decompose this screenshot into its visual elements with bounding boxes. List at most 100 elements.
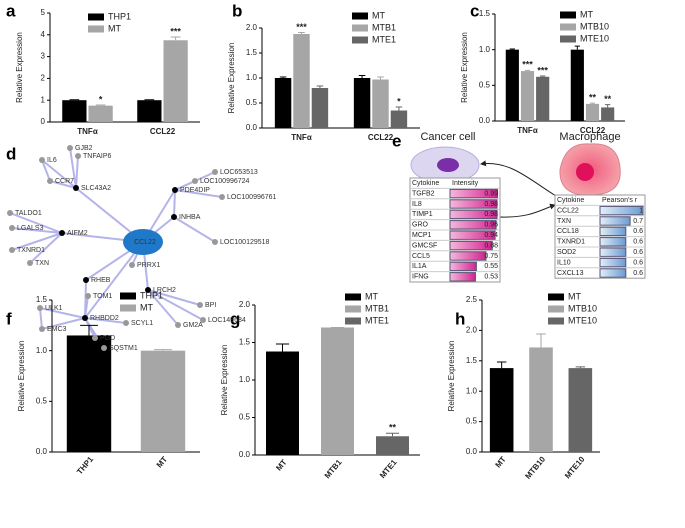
- legend-swatch: [560, 23, 576, 31]
- network-node: [200, 317, 206, 323]
- macrophage-nucleus: [576, 163, 594, 181]
- legend-label: MTE1: [365, 315, 389, 325]
- bar: [601, 107, 615, 121]
- network-node: [101, 345, 107, 351]
- intensity-bar: [449, 251, 487, 261]
- table-cell: CXCL13: [557, 270, 584, 277]
- y-tick-label: 5: [41, 8, 46, 17]
- legend-label: MT: [365, 291, 378, 301]
- arrow: [499, 203, 556, 218]
- y-tick-label: 1.5: [239, 338, 251, 347]
- legend-label: MTE10: [568, 315, 597, 325]
- legend-label: THP1: [140, 290, 163, 300]
- table-cell: TXNRD1: [557, 239, 585, 246]
- network-edge: [173, 216, 216, 243]
- x-tick-label: TNFα: [517, 126, 538, 135]
- table-cell: 0.94: [484, 232, 498, 239]
- table-cell: 1: [639, 207, 643, 214]
- y-tick-label: 0.0: [246, 123, 258, 132]
- table-cell: IFNG: [412, 274, 429, 281]
- y-tick-label: 1.0: [239, 375, 251, 384]
- y-tick-label: 0.5: [36, 396, 48, 405]
- network-node: [59, 230, 65, 236]
- table-cell: CCL22: [557, 207, 579, 214]
- table-cell: CCL5: [412, 253, 430, 260]
- network-node: [171, 214, 177, 220]
- node-label: TOM1: [93, 293, 112, 300]
- x-tick-label: TNFα: [291, 133, 312, 142]
- intensity-bar: [449, 272, 476, 282]
- panel-label: b: [232, 1, 242, 20]
- node-label: IL6: [47, 157, 57, 164]
- intensity-bar: [449, 230, 496, 240]
- legend-swatch: [88, 13, 104, 21]
- y-axis-label: Relative Expression: [15, 32, 24, 103]
- bar: [321, 327, 354, 455]
- node-label: LOC653513: [220, 169, 258, 176]
- bar: [88, 105, 113, 122]
- legend-swatch: [345, 305, 361, 313]
- network-node: [9, 225, 15, 231]
- legend-swatch: [560, 11, 576, 19]
- error-bar: [80, 324, 98, 336]
- table-cell: TXN: [557, 218, 571, 225]
- node-label: CCR7: [55, 178, 74, 185]
- table-cell: 0.6: [633, 270, 643, 277]
- intensity-bar: [449, 199, 498, 209]
- legend-swatch: [560, 35, 576, 43]
- legend-swatch: [548, 305, 564, 313]
- bar: [372, 79, 389, 128]
- bar: [489, 368, 514, 452]
- error-bar: [377, 76, 384, 80]
- y-tick-label: 2.5: [466, 295, 478, 304]
- panel-label: h: [455, 309, 465, 328]
- y-tick-label: 2.0: [466, 326, 478, 335]
- network-node: [212, 169, 218, 175]
- network-node: [39, 157, 45, 163]
- legend-label: MTB1: [365, 303, 389, 313]
- network-node: [123, 320, 129, 326]
- y-tick-label: 2: [41, 74, 46, 83]
- table-cell: GMCSF: [412, 242, 437, 249]
- hub-node: [123, 229, 163, 255]
- error-bar: [95, 104, 106, 106]
- x-tick-label: MT: [274, 458, 288, 473]
- error-bar: [575, 366, 586, 369]
- network-node: [39, 326, 45, 332]
- significance: **: [389, 423, 397, 433]
- bar: [62, 100, 87, 122]
- legend-label: THP1: [108, 11, 131, 21]
- y-tick-label: 2.0: [239, 300, 251, 309]
- arrow: [480, 160, 557, 197]
- network-node: [27, 260, 33, 266]
- intensity-bar: [449, 240, 493, 251]
- table-header: Intensity: [452, 180, 479, 187]
- intensity-bar: [599, 247, 627, 257]
- y-axis-label: Relative Expression: [460, 32, 469, 103]
- network-node: [192, 178, 198, 184]
- network-node: [82, 315, 88, 321]
- network-edge: [41, 159, 51, 182]
- node-label: EMC3: [47, 326, 67, 333]
- legend-swatch: [120, 304, 136, 312]
- network-edge: [147, 289, 201, 306]
- significance: *: [397, 96, 401, 106]
- bar: [529, 347, 553, 452]
- bar: [376, 436, 409, 455]
- network-edge: [173, 189, 176, 218]
- intensity-bar: [599, 216, 631, 226]
- y-tick-label: 1.0: [466, 386, 478, 395]
- network-node: [197, 302, 203, 308]
- panel-label: g: [230, 309, 240, 328]
- node-label: SCYL1: [131, 320, 153, 327]
- table-cell: GRO: [412, 222, 429, 229]
- table-cell: SOD2: [557, 249, 576, 256]
- legend-label: MTB10: [568, 303, 597, 313]
- network-node: [92, 335, 98, 341]
- node-label: INHBA: [179, 214, 201, 221]
- error-bar: [385, 432, 400, 437]
- y-tick-label: 0.5: [466, 417, 478, 426]
- bar: [311, 88, 329, 128]
- node-label: LOC149684: [208, 317, 246, 324]
- network-node: [7, 210, 13, 216]
